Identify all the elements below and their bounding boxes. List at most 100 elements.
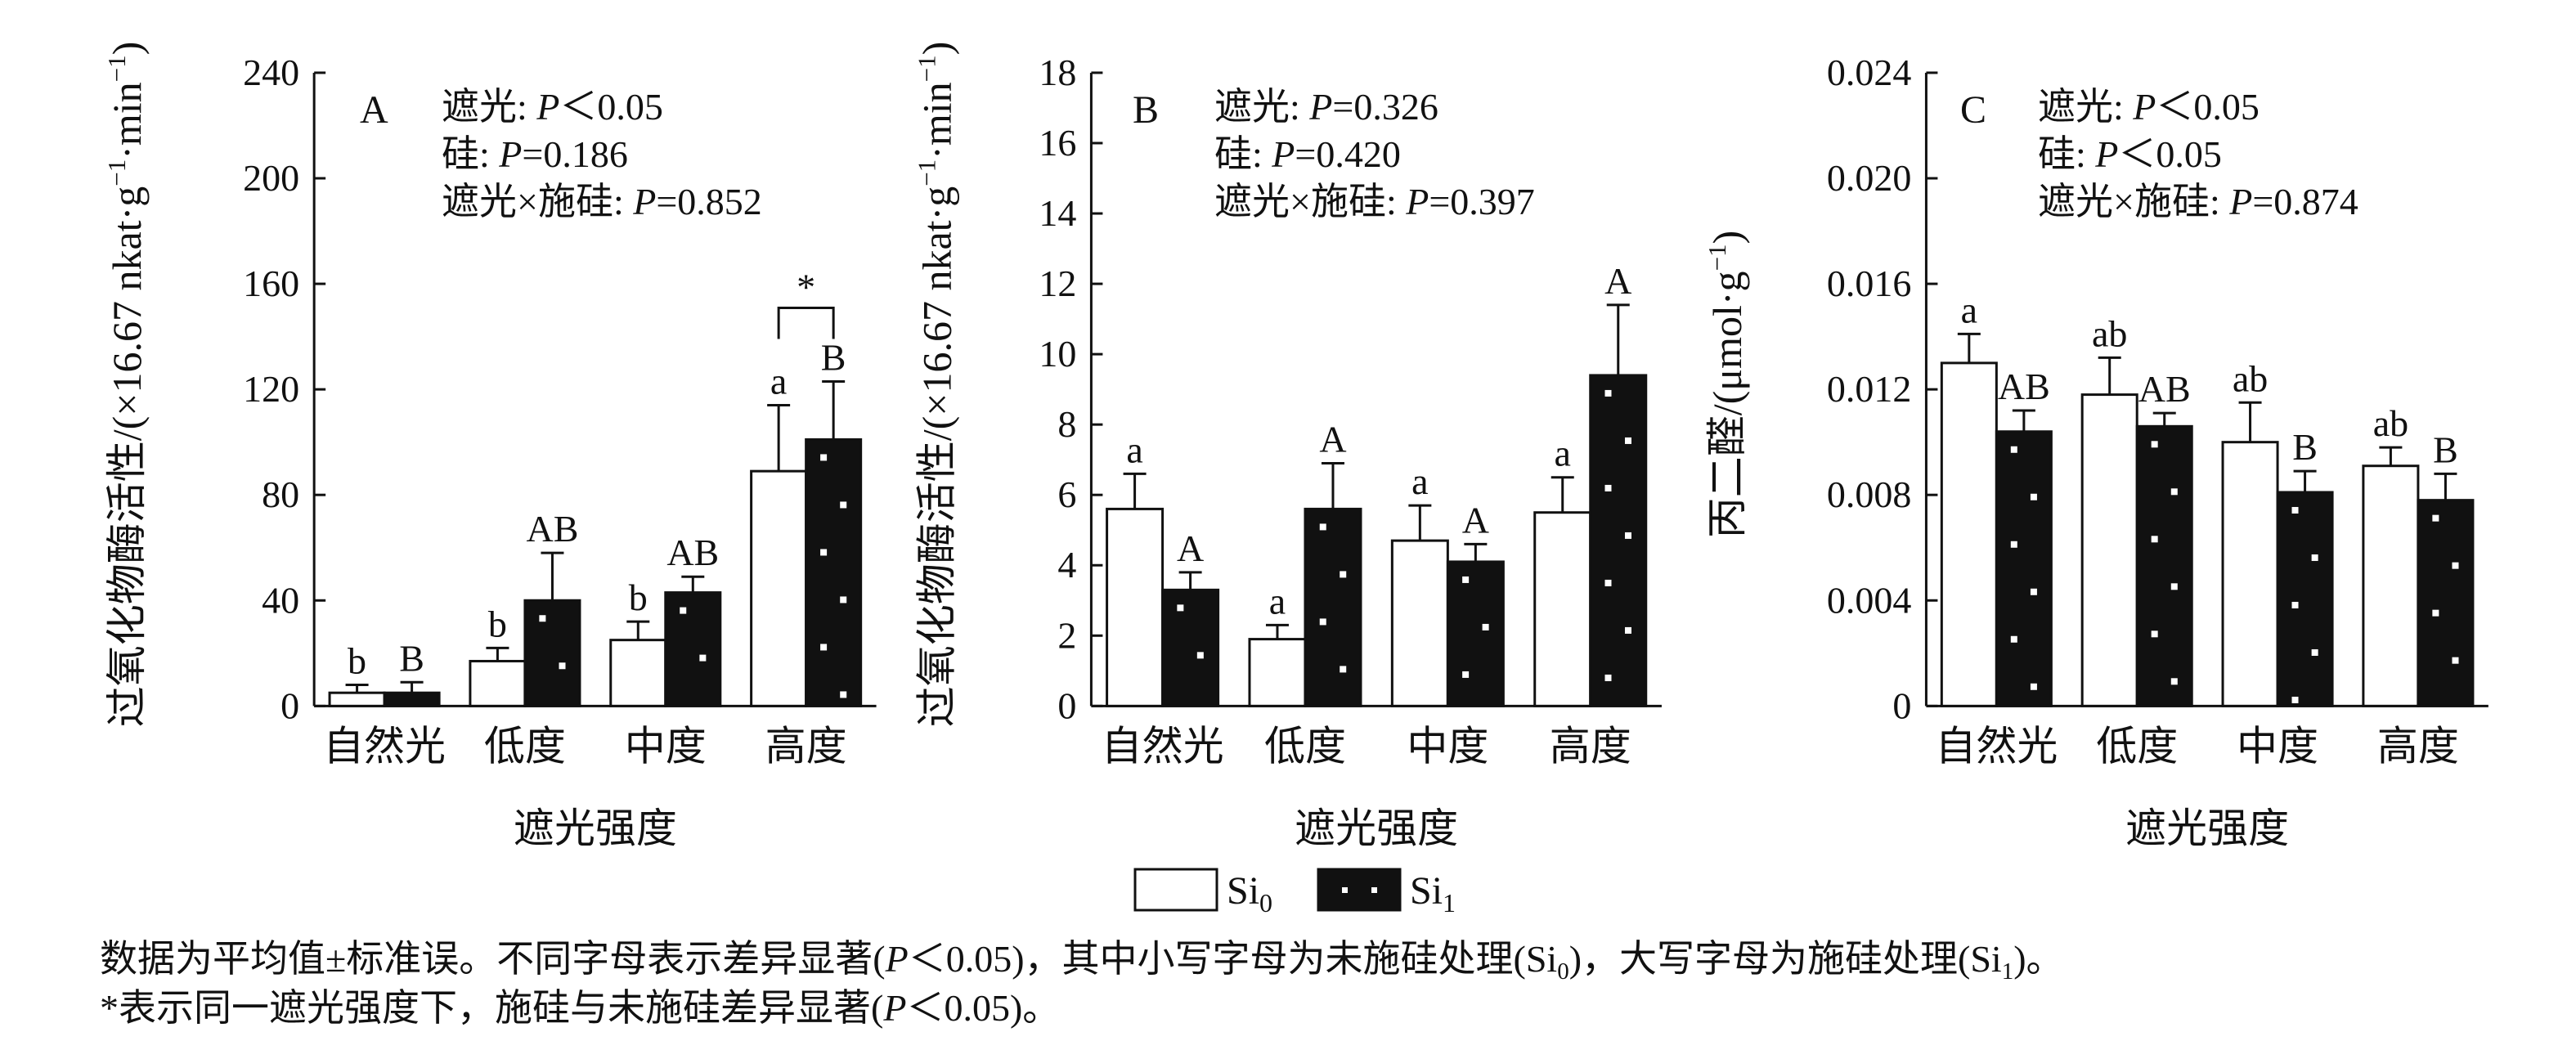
- bar-si1: [1446, 560, 1505, 707]
- caption.line1-run: ＜0.05)，其中小写字母为未施硅处理(Si: [909, 938, 1558, 980]
- bar-dot: [1196, 652, 1204, 659]
- bar-letter: a: [770, 360, 787, 402]
- bar-letter: b: [488, 603, 507, 644]
- bar-si1: [1304, 507, 1362, 707]
- bar-dot: [2170, 583, 2178, 590]
- bar-dot: [1462, 671, 1470, 678]
- bar-si0: [1533, 511, 1592, 707]
- y-tick-label: 0: [280, 684, 299, 726]
- chart_data.1.ylabel-run: −1: [913, 55, 941, 82]
- chart_data.1.stats.0-run: 遮光:: [1214, 86, 1309, 128]
- chart_data.1.stats.2-run: P: [1405, 181, 1429, 222]
- bar-si0: [328, 691, 386, 707]
- bar-letter: AB: [666, 532, 719, 573]
- bar-dot: [1319, 523, 1326, 531]
- chart_data.2.stats.1-run: P: [2094, 133, 2118, 175]
- bar-dot: [2432, 609, 2439, 617]
- chart_data.1.stats.1-run: =0.420: [1295, 133, 1400, 175]
- y-tick-label: 240: [243, 52, 299, 93]
- x-tick-label: 自然光: [1102, 723, 1224, 769]
- bar-letter: B: [399, 637, 424, 679]
- caption.line1-run: 1: [2002, 958, 2014, 985]
- legend-si0-text: Si: [1227, 869, 1259, 913]
- chart_data.0.stats.0-run: ＜0.05: [559, 86, 663, 128]
- bar-si1: [1161, 588, 1220, 707]
- bar-dot: [2170, 678, 2178, 685]
- chart_data.0.stats.0-run: P: [536, 86, 559, 128]
- stat-line: 遮光×施硅: P=0.874: [2038, 181, 2358, 222]
- y-tick-label: 6: [1057, 473, 1076, 515]
- stat-line: 遮光: P＜0.05: [2038, 86, 2260, 128]
- bar-si0: [609, 639, 667, 707]
- chart_data.2.stats.0-run: 遮光:: [2038, 86, 2133, 128]
- bar-dot: [2030, 588, 2037, 595]
- bar-dot: [1624, 626, 1631, 634]
- bar-letter: AB: [1998, 366, 2050, 407]
- stat-line: 遮光×施硅: P=0.852: [442, 181, 762, 222]
- bar-dot: [820, 454, 828, 461]
- bar-si0: [2080, 393, 2138, 707]
- bar-si0: [1390, 539, 1449, 707]
- panel-label: A: [360, 88, 388, 132]
- bar-letter: B: [821, 336, 846, 378]
- chart_data.1.stats.0-run: P: [1308, 86, 1332, 128]
- chart_data.1.ylabel-run: 过氧化物酶活性/(×16.67 nkat·g: [914, 186, 960, 727]
- bar-dot: [1604, 484, 1612, 491]
- chart_data.2.ylabel-run: 丙二醛/(μmol·g: [1704, 271, 1750, 538]
- bar-si0: [1940, 361, 1998, 707]
- y-tick-label: 0.004: [1827, 579, 1912, 621]
- bar-si0: [1106, 507, 1165, 707]
- stat-line: 硅: P＜0.05: [2038, 133, 2222, 175]
- x-tick-label: 中度: [2237, 723, 2318, 769]
- bar-dot: [1340, 666, 1347, 673]
- bar-si0: [1248, 638, 1307, 707]
- bar-dot: [840, 596, 847, 604]
- bar-letter: a: [1961, 289, 1977, 330]
- bar-dot: [539, 615, 546, 622]
- x-axis-title: 遮光强度: [1295, 805, 1458, 851]
- bar-si1: [2417, 499, 2475, 707]
- bar-letter: ab: [2233, 357, 2268, 399]
- chart_data.1.stats.2-run: =0.397: [1429, 181, 1534, 222]
- y-tick-label: 0: [1892, 684, 1911, 726]
- bar-dot: [699, 654, 707, 662]
- chart_data.1.ylabel-run: −1: [913, 159, 941, 186]
- chart_data.0.stats.1-run: 硅:: [442, 133, 499, 175]
- x-tick-label: 自然光: [1935, 723, 2058, 769]
- bar-si1: [1589, 374, 1648, 707]
- bar-si1: [383, 691, 441, 707]
- bar-dot: [2432, 514, 2439, 522]
- chart_data.0.stats.2-run: =0.852: [656, 181, 761, 222]
- x-tick-label: 低度: [2096, 723, 2178, 769]
- y-axis-title: 丙二醛/(μmol·g−1): [1703, 231, 1750, 538]
- y-tick-label: 4: [1057, 544, 1076, 586]
- bar-letter: B: [2433, 429, 2458, 470]
- y-tick-label: 0.008: [1827, 473, 1912, 515]
- bar-dot: [1462, 576, 1470, 583]
- bar-letter: A: [1177, 527, 1204, 569]
- y-tick-label: 16: [1039, 122, 1076, 164]
- bar-si1: [2135, 424, 2193, 707]
- caption.line1-run: )。: [2013, 938, 2063, 980]
- legend-swatch-si0: [1133, 868, 1218, 912]
- bar-dot: [2030, 683, 2037, 690]
- panel-c-chart: 0 0.004 0.008 0.012 0.016 0.020 0.024 a AB 自然光 ab A…: [1703, 52, 2488, 851]
- chart_data.2.stats.0-run: ＜0.05: [2156, 86, 2260, 128]
- bar-letter: b: [348, 640, 366, 682]
- bar-letter: a: [1269, 580, 1286, 621]
- bar-si1: [664, 591, 722, 707]
- bar-dot: [2170, 488, 2178, 496]
- bar-letter: A: [1462, 499, 1489, 541]
- bar-letter: A: [1319, 418, 1346, 460]
- caption.line2-run: ＜0.05)。: [906, 987, 1060, 1029]
- y-axis-title: 过氧化物酶活性/(×16.67 nkat·g−1·min−1): [913, 42, 960, 728]
- stat-line: 遮光: P=0.326: [1214, 86, 1438, 128]
- bar-si0: [2221, 441, 2279, 707]
- bar-si1: [2276, 491, 2334, 707]
- y-tick-label: 40: [262, 579, 299, 621]
- caption-line-2: *表示同一遮光强度下，施硅与未施硅差异显著(P＜0.05)。: [100, 987, 1060, 1029]
- bar-dot: [1177, 604, 1184, 612]
- x-tick-label: 低度: [484, 723, 566, 769]
